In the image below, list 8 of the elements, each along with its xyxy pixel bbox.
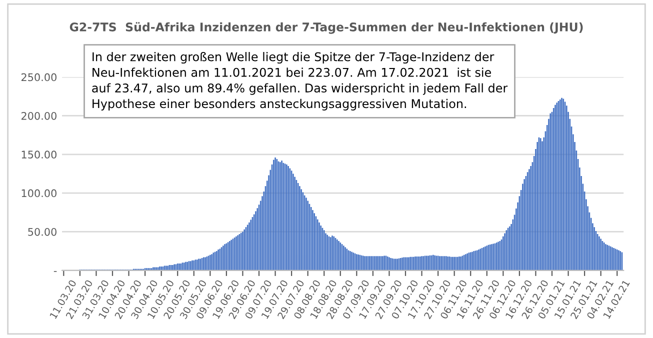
y-tick-label: 50.00 — [28, 228, 56, 236]
annotation: In der zweiten großen Welle liegt die Spitze der 7-Tage-Inzidenz der Neu-Infektionen am 11.01.2021 bei 223.07. Am 17.02.2021 ist sie auf 23.47, also um 89.4% gefallen. Das widerspricht in jedem Fall der Hypothese einer besonders ansteckungsaggressiven Mutation. — [92, 52, 508, 110]
y-tick-label: 200.00 — [21, 112, 56, 120]
y-tick-label: 100.00 — [22, 189, 56, 198]
y-tick-label: - — [54, 271, 57, 272]
y-tick-label: 250.00 — [21, 73, 56, 82]
chart-title: G2-7TS Süd-Afrika Inzidenzen der 7-Tage-Summen der Neu-Infektionen (JHU) — [70, 22, 583, 34]
y-tick-label: 150.00 — [22, 150, 56, 159]
